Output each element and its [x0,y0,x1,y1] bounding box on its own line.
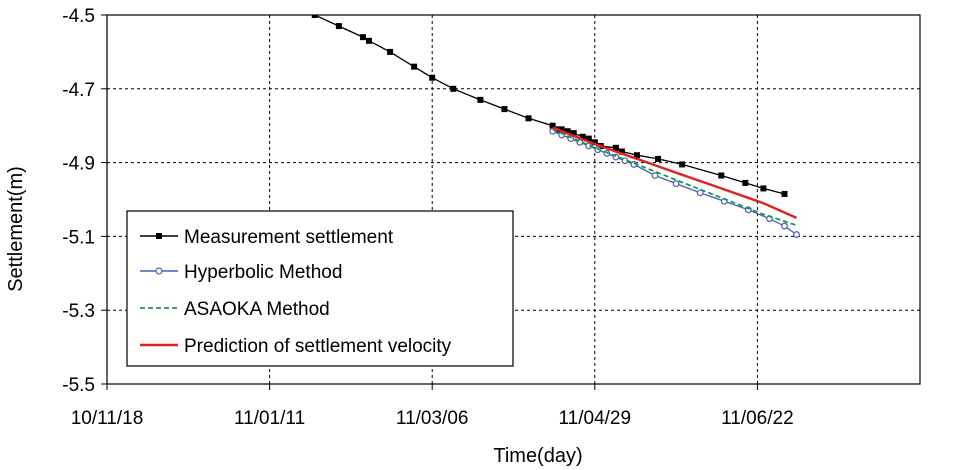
data-point [742,179,749,186]
data-point [387,48,394,55]
y-tick-label: -5.5 [62,375,95,396]
data-point [429,74,436,81]
data-point [679,161,686,168]
x-tick-label: 11/03/06 [396,408,469,429]
data-point [335,23,342,30]
x-tick-label: 11/01/11 [234,408,305,429]
data-point [365,37,372,44]
data-point [781,190,788,197]
data-point [760,185,767,192]
data-point [501,106,508,113]
y-axis-title: Settlement(m) [5,166,27,292]
series-layer [311,15,800,238]
legend-marker [156,233,162,239]
data-point [579,133,586,140]
x-tick-label: 10/11/18 [71,408,144,429]
y-tick-label: -4.5 [62,6,95,27]
data-point [781,222,788,230]
data-point [477,96,484,103]
legend-label: ASAOKA Method [184,299,330,320]
y-tick-label: -4.9 [62,154,95,175]
data-point [558,126,565,133]
x-axis-title: Time(day) [493,445,582,467]
legend: Measurement settlement Hyperbolic Method A… [126,210,514,367]
data-point [633,152,640,159]
legend-label: Measurement settlement [184,227,394,248]
legend-entry-1: Hyperbolic Method [140,262,342,283]
series-line-3 [552,126,797,219]
data-point [618,148,625,155]
data-point [564,128,571,135]
data-point [570,130,577,137]
legend-marker [155,267,163,275]
data-point [411,63,418,70]
x-axis: 10/11/18 11/01/11 11/03/06 11/04/29 11/06/22 [71,384,794,429]
data-point [591,139,598,146]
y-tick-label: -5.1 [62,227,95,248]
data-point [450,85,457,92]
x-tick-label: 11/06/22 [721,408,794,429]
data-point [585,135,592,142]
legend-entry-0: Measurement settlement [140,227,394,248]
data-point [655,155,662,162]
x-tick-label: 11/04/29 [559,408,632,429]
data-point [793,231,800,238]
legend-label: Prediction of settlement velocity [184,336,452,357]
data-point [525,115,532,122]
data-point [696,189,704,197]
y-tick-label: -5.3 [62,301,95,322]
data-point [651,172,659,179]
y-axis: -4.5 -4.7 -4.9 -5.1 -5.3 -5.5 [62,6,107,396]
data-point [359,34,366,41]
legend-label: Hyperbolic Method [184,262,342,283]
y-tick-label: -4.7 [62,80,95,101]
series-line-2 [552,128,797,227]
legend-entry-2: ASAOKA Method [140,299,330,320]
data-point [549,122,556,129]
data-point [612,144,619,151]
data-point [718,172,725,179]
plot-area [106,14,921,385]
legend-box [126,210,514,367]
legend-entry-3: Prediction of settlement velocity [140,336,452,357]
data-point [672,180,680,188]
data-point [311,15,318,18]
